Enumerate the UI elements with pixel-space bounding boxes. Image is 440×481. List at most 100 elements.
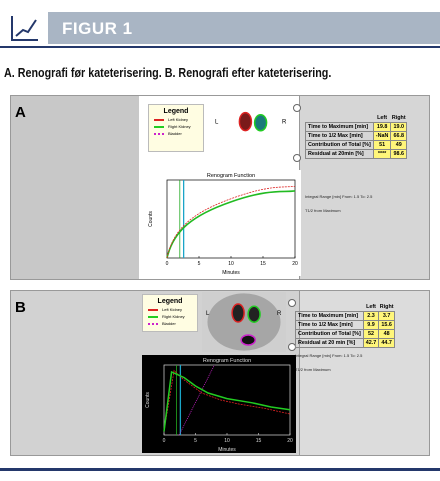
panel: A Legend Left Kidney Right Kidney Bladder L R R… bbox=[10, 95, 430, 280]
table-value: 19.0 bbox=[390, 122, 408, 132]
column-header: Left bbox=[377, 115, 388, 121]
renogram-chart: Renogram Function Counts Minutes 0 5 10 15 20 bbox=[145, 170, 301, 276]
row-label: Time to Maximum [min] bbox=[295, 311, 364, 321]
header-title: FIGUR 1 bbox=[62, 19, 133, 38]
x-tick-label: 5 bbox=[194, 438, 197, 444]
renogram-chart: Renogram Function Counts Minutes 0 5 10 15 20 bbox=[142, 355, 296, 453]
table-value: 19.8 bbox=[372, 122, 392, 132]
x-tick-label: 10 bbox=[224, 438, 230, 444]
legend: Legend Left Kidney Right Kidney Bladder bbox=[148, 104, 204, 152]
column-header: Right bbox=[379, 304, 394, 310]
legend-swatch bbox=[154, 125, 164, 128]
table-value: 66.8 bbox=[390, 131, 408, 141]
table-value: -NaN bbox=[372, 131, 392, 141]
radio-button bbox=[293, 154, 301, 162]
legend-label: Right Kidney bbox=[168, 124, 191, 129]
legend-label: Bladder bbox=[168, 131, 182, 136]
x-tick-label: 10 bbox=[228, 261, 234, 267]
legend-label: Right Kidney bbox=[162, 314, 185, 319]
chart-title: Renogram Function bbox=[207, 173, 255, 179]
note: T1/2 from Maximum bbox=[295, 367, 331, 372]
table-value: 49 bbox=[390, 140, 408, 150]
radio-button bbox=[293, 104, 301, 112]
row-label: Contribution of Total [%] bbox=[295, 329, 364, 339]
table-row: Time to Maximum [min] 19.8 19.0 bbox=[305, 122, 408, 132]
row-label: Contribution of Total [%] bbox=[305, 140, 374, 150]
x-tick-label: 0 bbox=[163, 438, 166, 444]
table-value: 52 bbox=[362, 329, 380, 339]
right-kidney bbox=[253, 113, 268, 132]
note: T1/2 from Maximum bbox=[305, 208, 341, 213]
legend-item: Right Kidney bbox=[154, 124, 203, 129]
table-value: 3.7 bbox=[378, 311, 396, 321]
table-row: Residual at 20min [%] **** 98.6 bbox=[305, 149, 408, 159]
legend-title: Legend bbox=[163, 108, 189, 115]
legend-swatch bbox=[154, 118, 164, 121]
table-header-row: Left Right bbox=[296, 303, 395, 312]
x-axis-label: Minutes bbox=[222, 270, 240, 276]
bladder-curve bbox=[178, 364, 215, 436]
image-label: R bbox=[282, 119, 287, 125]
table-value: 98.6 bbox=[390, 149, 408, 159]
table-row: Contribution of Total [%] 51 49 bbox=[305, 140, 408, 150]
x-tick-label: 20 bbox=[292, 261, 298, 267]
caption: A. Renografi før kateterisering. B. Reno… bbox=[4, 66, 332, 80]
right-kidney-curve bbox=[166, 190, 296, 259]
table-row: Time to 1/2 Max [min] 9.9 15.6 bbox=[295, 320, 396, 330]
row-label: Time to Maximum [min] bbox=[305, 122, 374, 132]
results-table: Left Right Time to Maximum [min] 19.8 19.0 Ti… bbox=[305, 114, 408, 159]
table-value: **** bbox=[372, 149, 392, 159]
legend-label: Left Kidney bbox=[162, 307, 183, 312]
legend-item: Left Kidney bbox=[148, 307, 197, 312]
scan-body bbox=[207, 293, 281, 351]
left-kidney bbox=[231, 303, 245, 323]
table-value: 2.3 bbox=[362, 311, 380, 321]
table-value: 48 bbox=[378, 329, 396, 339]
row-label: Time to 1/2 Max [min] bbox=[305, 131, 374, 141]
right-kidney bbox=[247, 305, 261, 323]
table-value: 9.9 bbox=[362, 320, 380, 330]
x-tick-label: 15 bbox=[260, 261, 266, 267]
table-value: 44.7 bbox=[378, 338, 396, 348]
x-axis-label: Minutes bbox=[218, 447, 236, 453]
plot-frame bbox=[163, 364, 291, 436]
column-header: Right bbox=[391, 115, 406, 121]
table-row: Contribution of Total [%] 52 48 bbox=[295, 329, 396, 339]
table-row: Time to 1/2 Max [min] -NaN 66.8 bbox=[305, 131, 408, 141]
legend-swatch bbox=[148, 315, 158, 318]
header-rule bbox=[0, 46, 440, 48]
left-kidney-curve bbox=[166, 185, 296, 259]
x-tick-label: 20 bbox=[287, 438, 293, 444]
legend-swatch bbox=[154, 132, 164, 135]
row-label: Time to 1/2 Max [min] bbox=[295, 320, 364, 330]
table-corner bbox=[306, 114, 374, 123]
row-label: Residual at 20min [%] bbox=[305, 149, 374, 159]
header-band bbox=[48, 12, 440, 44]
results-table: Left Right Time to Maximum [min] 2.3 3.7 Time… bbox=[295, 303, 396, 348]
legend-label: Bladder bbox=[162, 321, 176, 326]
y-axis-label: Counts bbox=[148, 211, 154, 227]
panel-label: A bbox=[15, 104, 26, 121]
y-axis-label: Counts bbox=[145, 392, 151, 408]
table-corner bbox=[296, 303, 364, 312]
left-kidney-curve bbox=[163, 369, 291, 432]
x-tick-label: 0 bbox=[166, 261, 169, 267]
legend-item: Bladder bbox=[154, 131, 203, 136]
x-tick-label: 15 bbox=[256, 438, 262, 444]
legend-label: Left Kidney bbox=[168, 117, 189, 122]
panel-label: B bbox=[15, 299, 26, 316]
image-label: L bbox=[206, 311, 210, 317]
legend-item: Bladder bbox=[148, 321, 197, 326]
legend-item: Right Kidney bbox=[148, 314, 197, 319]
figure-icon bbox=[11, 16, 38, 41]
image-label: R bbox=[277, 311, 282, 317]
x-tick-label: 5 bbox=[198, 261, 201, 267]
legend-swatch bbox=[148, 308, 158, 311]
table-value: 15.6 bbox=[378, 320, 396, 330]
chart-title: Renogram Function bbox=[203, 358, 251, 364]
legend-item: Left Kidney bbox=[154, 117, 203, 122]
legend: Legend Left Kidney Right Kidney Bladder bbox=[142, 294, 198, 332]
